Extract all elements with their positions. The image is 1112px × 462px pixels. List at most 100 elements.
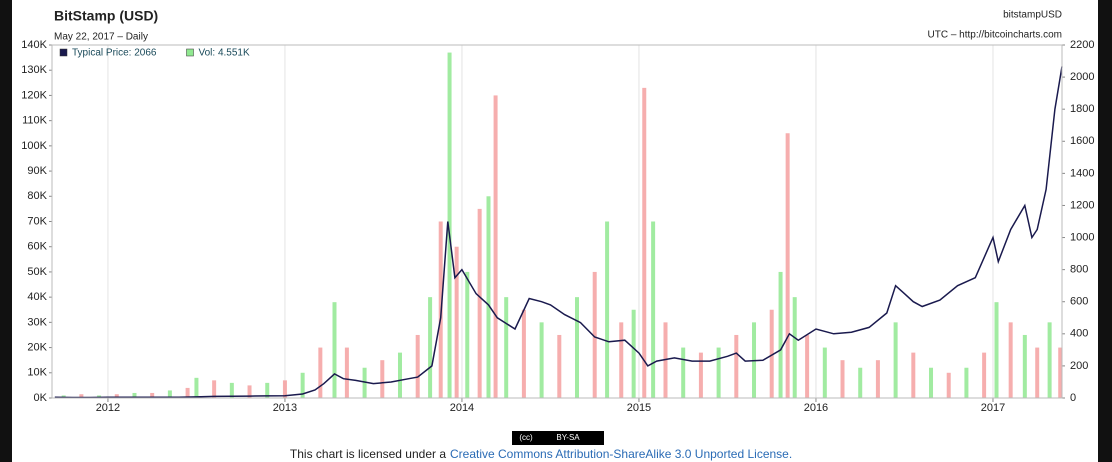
- y-tick-label: 20K: [27, 341, 47, 353]
- volume-bar: [344, 347, 349, 398]
- y2-tick-label: 1600: [1070, 135, 1094, 147]
- y2-tick-label: 1200: [1070, 199, 1094, 211]
- volume-bar: [212, 380, 217, 398]
- volume-bar: [194, 377, 199, 398]
- volume-bar: [1047, 322, 1052, 398]
- y-tick-label: 110K: [22, 115, 48, 127]
- volume-bar: [619, 322, 624, 398]
- volume-bar: [247, 385, 252, 398]
- chart-panel: [12, 0, 1098, 462]
- volume-bar: [631, 309, 636, 398]
- volume-bar: [858, 367, 863, 398]
- volume-bar: [592, 271, 597, 398]
- volume-bar: [557, 334, 562, 398]
- plot-area: [54, 45, 1063, 399]
- volume-bar: [642, 87, 647, 398]
- volume-bar: [698, 352, 703, 398]
- volume-bar: [318, 347, 323, 398]
- volume-bar: [805, 334, 810, 398]
- volume-bar: [994, 302, 999, 398]
- volume-bar: [415, 334, 420, 398]
- y2-tick-label: 1400: [1070, 167, 1094, 179]
- y2-tick-label: 1800: [1070, 103, 1094, 115]
- volume-bar: [79, 394, 84, 398]
- y-tick-label: 80K: [27, 190, 47, 202]
- x-tick-label: 2014: [450, 402, 474, 414]
- volume-bar: [486, 196, 491, 398]
- y2-tick-label: 600: [1070, 296, 1088, 308]
- y-tick-label: 40K: [27, 291, 47, 303]
- volume-bar: [454, 246, 459, 398]
- volume-bar: [893, 322, 898, 398]
- volume-bar: [1008, 322, 1013, 398]
- source: UTC – http://bitcoincharts.com: [928, 30, 1063, 41]
- y-tick-label: 0K: [34, 392, 48, 404]
- symbol: bitstampUSD: [1003, 10, 1062, 21]
- y2-tick-label: 200: [1070, 360, 1088, 372]
- volume-bar: [982, 352, 987, 398]
- y2-tick-label: 400: [1070, 328, 1088, 340]
- y-tick-label: 10K: [27, 367, 47, 379]
- volume-bar: [493, 95, 498, 398]
- x-tick-label: 2013: [273, 402, 297, 414]
- legend-label: Typical Price: 2066: [72, 48, 157, 59]
- volume-bar: [397, 352, 402, 398]
- volume-bar: [1058, 347, 1063, 398]
- y-tick-label: 50K: [27, 266, 47, 278]
- volume-bar: [929, 367, 934, 398]
- y2-tick-label: 1000: [1070, 231, 1094, 243]
- x-tick-label: 2016: [804, 402, 828, 414]
- volume-bar: [778, 271, 783, 398]
- volume-bar: [964, 367, 969, 398]
- y-tick-label: 130K: [21, 64, 47, 76]
- y-tick-label: 60K: [27, 241, 47, 253]
- license-link[interactable]: Creative Commons Attribution-ShareAlike …: [450, 447, 792, 461]
- volume-bar: [300, 372, 305, 398]
- volume-bar: [465, 271, 470, 398]
- volume-bar: [229, 382, 234, 398]
- volume-bar: [428, 297, 433, 398]
- y-tick-label: 140K: [21, 39, 47, 51]
- cc-badge-text: BY-SA: [556, 433, 580, 442]
- y2-tick-label: 0: [1070, 392, 1076, 404]
- cc-icon: (cc): [519, 433, 533, 442]
- legend-swatch: [186, 48, 194, 57]
- volume-bar: [946, 372, 951, 398]
- volume-bar: [1022, 334, 1027, 398]
- y-tick-label: 70K: [27, 215, 47, 227]
- chart-subtitle: May 22, 2017 – Daily: [54, 32, 148, 43]
- license-text: This chart is licensed under a: [290, 447, 446, 461]
- volume-bar: [822, 347, 827, 398]
- y2-tick-label: 2200: [1070, 39, 1094, 51]
- y-tick-label: 100K: [21, 140, 47, 152]
- volume-bar: [734, 334, 739, 398]
- cc-badge: [512, 431, 604, 445]
- chart-title: BitStamp (USD): [54, 8, 158, 24]
- volume-bar: [380, 360, 385, 398]
- volume-bar: [911, 352, 916, 398]
- x-tick-label: 2012: [96, 402, 120, 414]
- y-tick-label: 120K: [21, 89, 47, 101]
- x-tick-label: 2017: [981, 402, 1005, 414]
- volume-bar: [265, 382, 270, 398]
- volume-bar: [477, 208, 482, 398]
- volume-bar: [539, 322, 544, 398]
- volume-bar: [150, 392, 155, 398]
- volume-bar: [840, 360, 845, 398]
- volume-bar: [875, 360, 880, 398]
- y-tick-label: 30K: [27, 316, 47, 328]
- volume-bar: [447, 52, 452, 399]
- volume-bar: [185, 387, 190, 398]
- volume-bar: [167, 390, 172, 398]
- plot-frame: [51, 44, 1063, 399]
- volume-bar: [769, 309, 774, 398]
- volume-bar: [716, 347, 721, 398]
- volume-bar: [605, 221, 610, 398]
- legend-label: Vol: 4.551K: [199, 48, 250, 59]
- y2-tick-label: 2000: [1070, 71, 1094, 83]
- volume-bar: [504, 297, 509, 398]
- y2-tick-label: 800: [1070, 264, 1088, 276]
- volume-bar: [132, 392, 137, 398]
